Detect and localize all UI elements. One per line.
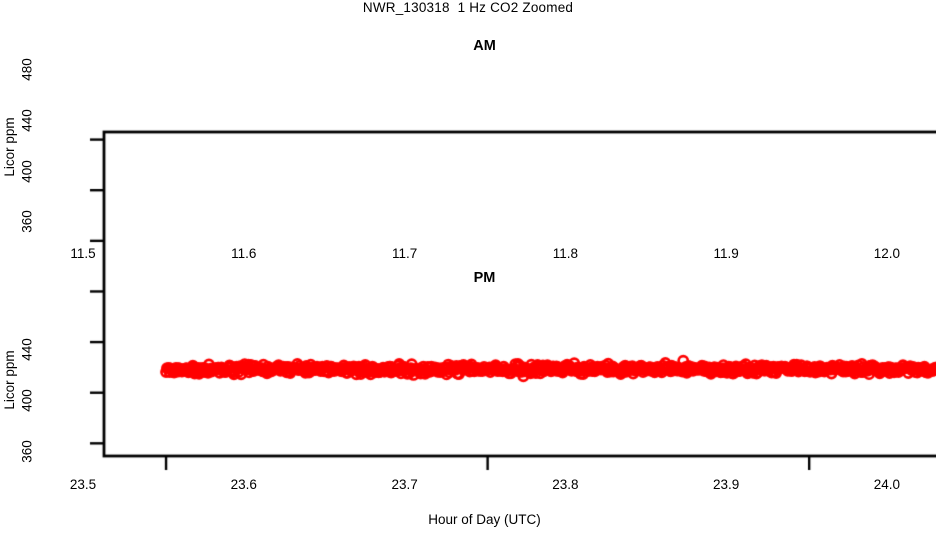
- x-tick-label: 12.0: [873, 246, 901, 261]
- panel-title-pm: PM: [473, 270, 496, 286]
- x-axis-label: Hour of Day (UTC): [428, 512, 541, 527]
- x-tick-label: 11.9: [713, 246, 739, 261]
- panel-title-am: AM: [473, 38, 496, 54]
- y-tick-label: 440: [19, 337, 35, 361]
- x-tick-label: 24.0: [873, 477, 901, 492]
- y-tick-label: 360: [19, 440, 35, 464]
- y-tick-label: 400: [19, 389, 35, 412]
- y-tick-label: 400: [19, 159, 35, 183]
- chart-title: NWR_130318 1 Hz CO2 Zoomed: [362, 0, 574, 15]
- x-tick-label: 11.5: [70, 246, 96, 261]
- y-axis-label-am: Licor ppm: [2, 117, 17, 177]
- x-tick-label: 23.5: [69, 477, 97, 492]
- y-tick-label: 480: [19, 58, 35, 82]
- y-tick-label: 360: [19, 210, 35, 233]
- x-tick-label: 23.6: [230, 477, 257, 492]
- x-tick-label: 11.8: [552, 246, 578, 261]
- x-tick-label: 23.8: [552, 477, 579, 492]
- x-tick-label: 23.9: [713, 477, 740, 492]
- x-tick-label: 11.6: [231, 246, 257, 261]
- y-axis-label-pm: Licor ppm: [2, 350, 17, 410]
- x-tick-label: 23.7: [391, 477, 418, 492]
- y-tick-label: 440: [19, 109, 35, 132]
- x-tick-label: 11.7: [391, 246, 418, 261]
